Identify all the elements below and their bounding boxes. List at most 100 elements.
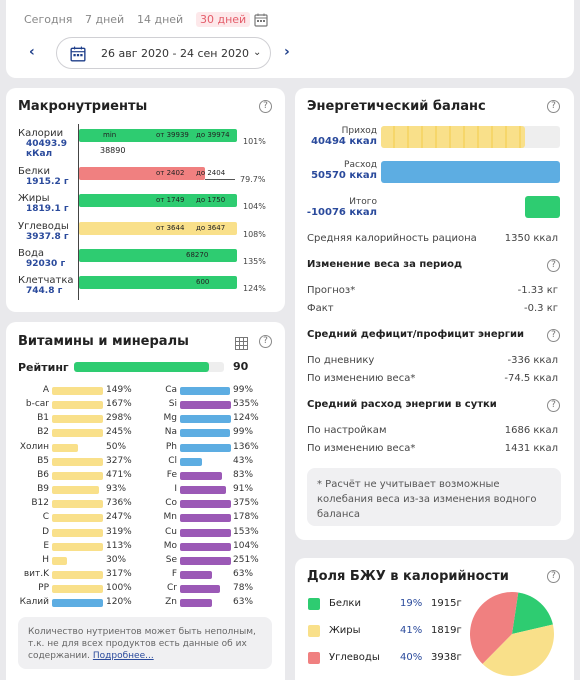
macro-label: Углеводы <box>18 221 69 232</box>
macro-range-from: от 1749 <box>156 196 185 204</box>
total-value: -10076 ккал <box>306 207 377 218</box>
help-icon[interactable]: ? <box>547 259 560 272</box>
nutrient-bar <box>180 457 202 466</box>
nutrient-name: Zn <box>165 597 177 608</box>
nutrient-bar <box>52 542 103 551</box>
energy-title: Энергетический баланс <box>307 99 486 114</box>
macro-percent: 124% <box>243 284 266 293</box>
macro-percent: 104% <box>243 202 266 211</box>
nutrient-percent: 375% <box>233 498 259 509</box>
legend-swatch <box>308 598 320 610</box>
period-30days[interactable]: 30 дней <box>196 12 251 27</box>
nutrient-percent: 93% <box>106 484 127 495</box>
nutrient-name: B6 <box>37 469 49 480</box>
nutrient-percent: 120% <box>106 597 132 608</box>
expense-value: 50570 ккал <box>311 170 377 181</box>
nutrient-percent: 153% <box>233 526 259 537</box>
by-diary-label: По дневнику <box>307 355 375 366</box>
nutrient-percent: 30% <box>106 554 127 565</box>
help-icon[interactable]: ? <box>547 570 560 583</box>
nutrient-name: Co <box>165 498 177 509</box>
legend-grams: 3938г <box>431 652 462 663</box>
macro-range-to: до 3647 <box>196 224 226 232</box>
nutrient-name: B5 <box>37 455 49 466</box>
help-icon[interactable]: ? <box>547 329 560 342</box>
nutrient-bar <box>180 528 231 537</box>
next-period-button[interactable]: › <box>284 44 290 60</box>
nutrient-name: Cl <box>168 455 177 466</box>
nutrient-name: Cr <box>167 583 177 594</box>
legend-percent: 41% <box>400 625 423 636</box>
nutrient-name: C <box>42 512 49 523</box>
nutrient-bar <box>180 514 231 523</box>
macro-inner-value: 68270 <box>186 251 209 259</box>
macro-range-to: до 2404 <box>196 169 226 177</box>
macro-percent: 135% <box>243 257 266 266</box>
nutrient-percent: 83% <box>233 469 254 480</box>
nutrient-name: Холин <box>19 441 49 452</box>
nutrient-percent: 113% <box>106 540 132 551</box>
nutrient-bar <box>180 570 213 579</box>
period-7days[interactable]: 7 дней <box>85 13 125 26</box>
macro-extra: 38890 <box>100 146 126 155</box>
nutrient-bar <box>180 486 227 495</box>
nutrient-name: D <box>42 526 49 537</box>
macro-value: 3937.8 г <box>26 232 69 242</box>
period-today[interactable]: Сегодня <box>24 13 73 26</box>
nutrient-name: F <box>171 568 177 579</box>
by-weight-label: По изменению веса* <box>307 373 416 384</box>
help-icon[interactable]: ? <box>547 100 560 113</box>
help-icon[interactable]: ? <box>259 335 272 348</box>
macro-range-from: от 2402 <box>156 169 185 177</box>
macro-range-to: до 39974 <box>196 131 230 139</box>
nutrient-name: Mn <box>163 512 177 523</box>
period-14days[interactable]: 14 дней <box>137 13 184 26</box>
macro-bar <box>79 129 237 142</box>
prev-period-button[interactable]: ‹ <box>29 44 35 60</box>
nutrient-percent: 327% <box>106 455 132 466</box>
pie-slice <box>470 592 519 664</box>
macro-unit: кКал <box>26 149 53 159</box>
legend-percent: 40% <box>400 652 423 663</box>
income-value: 40494 ккал <box>311 136 377 147</box>
nutrient-percent: 298% <box>106 413 132 424</box>
nutrient-name: I <box>174 484 177 495</box>
by-weight-value: -74.5 ккал <box>504 373 558 384</box>
bju-title: Доля БЖУ в калорийности <box>307 569 509 584</box>
macro-bar <box>79 167 205 180</box>
nutrient-name: Fe <box>166 469 177 480</box>
table-icon[interactable] <box>235 335 248 354</box>
more-link[interactable]: Подробнее... <box>92 651 154 661</box>
vitamins-title: Витамины и минералы <box>18 334 189 349</box>
nutrient-bar <box>180 415 231 424</box>
legend-name: Жиры <box>329 625 361 636</box>
nutrient-percent: 178% <box>233 512 259 523</box>
macro-label: Жиры <box>18 193 50 204</box>
macro-percent: 108% <box>243 230 266 239</box>
rating-bar-fill <box>74 362 209 372</box>
macro-bar <box>79 194 237 207</box>
help-icon[interactable]: ? <box>547 399 560 412</box>
calendar-icon[interactable] <box>254 12 268 31</box>
macro-value: 40493.9 <box>26 139 67 149</box>
chevron-down-icon: ⌄ <box>253 47 262 58</box>
nutrient-bar <box>180 471 223 480</box>
weight-change-title: Изменение веса за период <box>307 259 463 270</box>
legend-grams: 1915г <box>431 598 462 609</box>
legend-grams: 1819г <box>431 625 462 636</box>
nutrient-percent: 247% <box>106 512 132 523</box>
nutrient-bar <box>52 514 103 523</box>
nutrient-percent: 317% <box>106 568 132 579</box>
macro-label: Вода <box>18 248 45 259</box>
macro-range-from: от 39939 <box>156 131 189 139</box>
nutrient-bar <box>52 500 103 509</box>
nutrient-bar <box>180 401 231 410</box>
nutrient-bar <box>180 585 220 594</box>
date-range-select[interactable]: 26 авг 2020 - 24 сен 2020 ⌄ <box>56 37 271 69</box>
macro-label: Белки <box>18 166 50 177</box>
nutrient-bar <box>52 599 103 608</box>
nutrient-percent: 50% <box>106 441 127 452</box>
bju-pie-chart <box>470 592 554 676</box>
help-icon[interactable]: ? <box>259 100 272 113</box>
nutrient-percent: 99% <box>233 427 254 438</box>
